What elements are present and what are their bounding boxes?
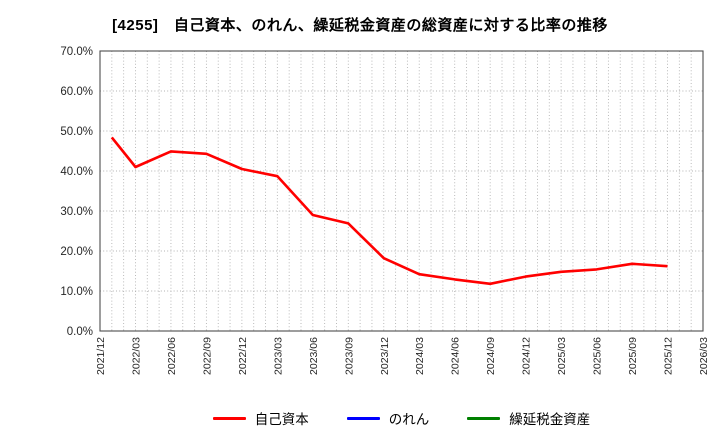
y-tick-label: 70.0% — [60, 46, 93, 58]
y-tick-label: 40.0% — [60, 166, 93, 178]
goodwill-legend-label: のれん — [388, 412, 430, 427]
plot-border — [99, 50, 704, 332]
y-tick-label: 50.0% — [60, 126, 93, 138]
legend-item-deferred-tax: 繰延税金資産 — [467, 408, 590, 428]
chart-legend: 自己資本 のれん 繰延税金資産 — [100, 405, 703, 431]
x-tick-label: 2022/06 — [166, 337, 178, 375]
equity-line-swatch — [212, 416, 246, 420]
x-tick-label: 2024/09 — [485, 337, 497, 375]
x-tick-label: 2025/12 — [663, 337, 675, 375]
legend-item-goodwill: のれん — [346, 408, 430, 428]
x-tick-label: 2022/03 — [130, 337, 142, 375]
x-tick-label: 2026/03 — [698, 337, 710, 375]
y-tick-label: 0.0% — [67, 326, 93, 338]
x-tick-label: 2025/06 — [592, 337, 604, 375]
legend-item-equity: 自己資本 — [212, 408, 309, 428]
x-tick-label: 2024/12 — [521, 337, 533, 375]
x-tick-label: 2021/12 — [95, 337, 107, 375]
x-tick-label: 2023/12 — [379, 337, 391, 375]
y-tick-label: 30.0% — [60, 206, 93, 218]
x-tick-label: 2022/12 — [237, 337, 249, 375]
goodwill-line-swatch — [346, 416, 380, 420]
x-tick-label: 2025/09 — [627, 337, 639, 375]
x-tick-label: 2023/09 — [343, 337, 355, 375]
x-tick-label: 2024/03 — [414, 337, 426, 375]
x-tick-label: 2022/09 — [201, 337, 213, 375]
chart-title: [4255] 自己資本、のれん、繰延税金資産の総資産に対する比率の推移 — [112, 17, 608, 34]
deferred-tax-line-swatch — [467, 416, 501, 420]
y-tick-label: 60.0% — [60, 86, 93, 98]
deferred-tax-legend-label: 繰延税金資産 — [509, 412, 591, 427]
y-tick-label: 20.0% — [60, 246, 93, 258]
x-tick-label: 2023/03 — [272, 337, 284, 375]
x-tick-label: 2025/03 — [556, 337, 568, 375]
equity-legend-label: 自己資本 — [254, 412, 309, 427]
y-tick-label: 10.0% — [60, 286, 93, 298]
x-tick-label: 2024/06 — [450, 337, 462, 375]
x-tick-label: 2023/06 — [308, 337, 320, 375]
series-line-自己資本 — [110, 136, 668, 286]
